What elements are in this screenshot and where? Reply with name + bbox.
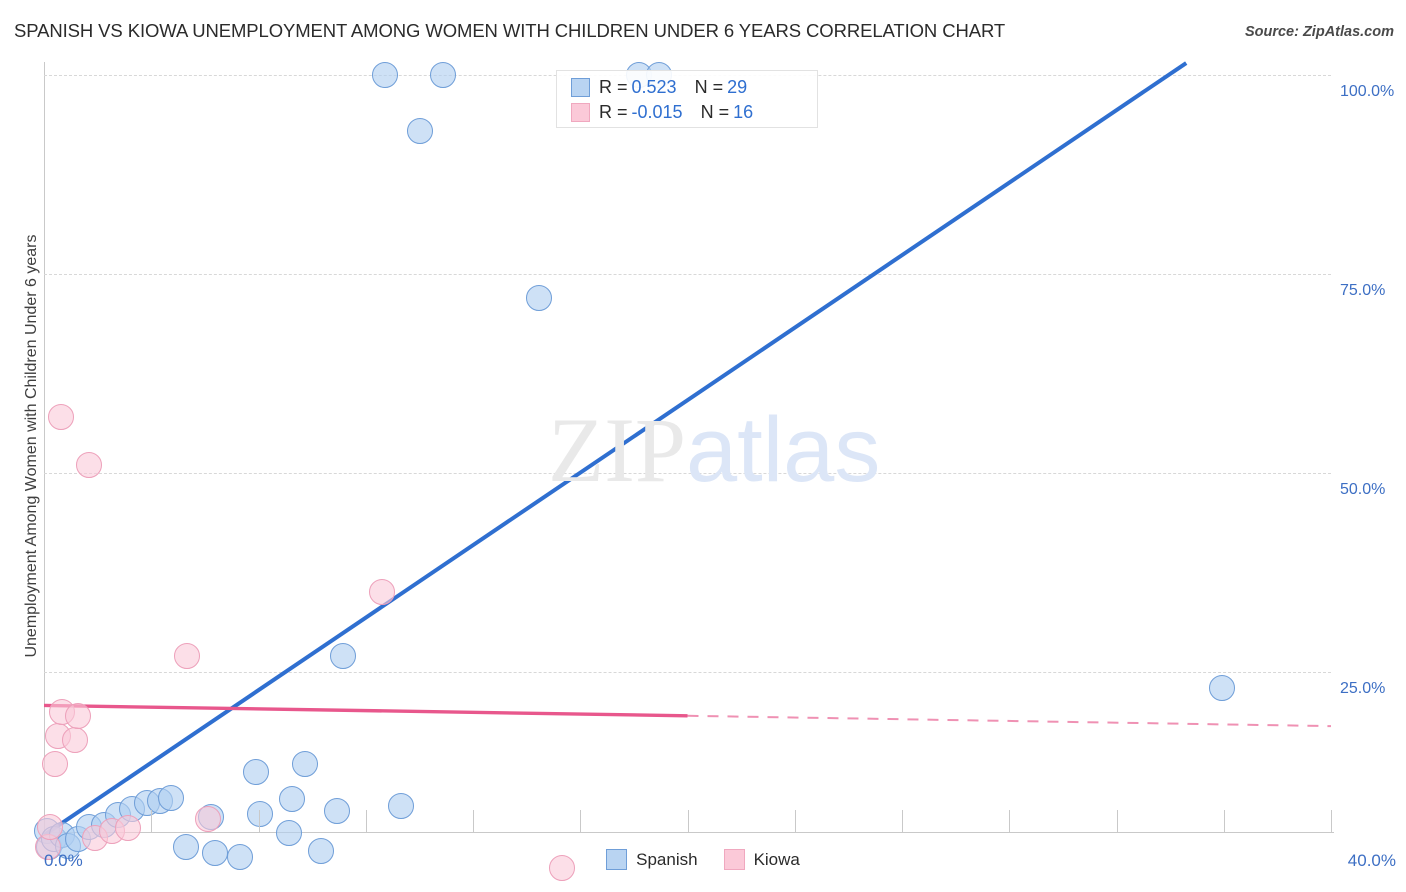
n-label: N = bbox=[694, 77, 724, 97]
x-axis-line bbox=[44, 832, 1334, 833]
data-point-spanish bbox=[227, 843, 254, 870]
n-label: N = bbox=[700, 102, 730, 122]
x-axis-tick bbox=[1331, 810, 1332, 832]
data-point-spanish bbox=[291, 750, 318, 777]
x-axis-tick bbox=[580, 810, 582, 832]
legend-color-spanish-icon bbox=[606, 849, 628, 870]
x-axis-tick bbox=[151, 810, 153, 832]
x-axis-tick bbox=[1223, 810, 1225, 832]
legend-label: Kiowa bbox=[753, 849, 800, 869]
x-axis-tick bbox=[473, 810, 474, 832]
data-point-spanish bbox=[407, 117, 434, 144]
n-value: 16 bbox=[733, 102, 754, 122]
legend-swatch-kiowa-icon bbox=[571, 103, 590, 122]
data-point-spanish bbox=[246, 800, 273, 827]
x-axis-tick bbox=[1116, 810, 1118, 832]
correlation-stats-legend: R = 0.523 N = 29 R = -0.015 N = 16 bbox=[556, 70, 818, 128]
data-point-spanish bbox=[388, 792, 415, 819]
data-point-kiowa bbox=[42, 750, 69, 777]
legend-label: Spanish bbox=[636, 849, 698, 869]
data-point-spanish bbox=[158, 784, 185, 811]
trendline-kiowa-dashed bbox=[687, 714, 1332, 728]
data-point-kiowa bbox=[368, 579, 395, 606]
y-axis-tick-label: 75.0% bbox=[1340, 282, 1386, 299]
trendline-kiowa-solid bbox=[43, 703, 688, 718]
y-axis-tick-label: 25.0% bbox=[1340, 680, 1386, 697]
legend-color-kiowa-icon bbox=[723, 849, 745, 870]
x-axis-tick bbox=[1009, 810, 1011, 832]
legend-item-spanish[interactable]: Spanish bbox=[606, 849, 698, 870]
y-axis-tick-label: 100.0% bbox=[1340, 83, 1395, 100]
data-point-spanish bbox=[275, 819, 302, 846]
legend-item-kiowa[interactable]: Kiowa bbox=[723, 849, 800, 870]
x-axis-tick bbox=[902, 810, 903, 832]
data-point-kiowa bbox=[37, 814, 64, 841]
n-value: 29 bbox=[727, 77, 748, 97]
r-label: R = bbox=[599, 77, 628, 97]
gridline bbox=[44, 672, 1331, 673]
data-point-spanish bbox=[323, 797, 350, 824]
x-axis-min-label: 0.0% bbox=[44, 851, 83, 870]
y-axis-tick-label: 50.0% bbox=[1340, 481, 1386, 498]
data-point-kiowa bbox=[174, 643, 201, 670]
stats-row-spanish: R = 0.523 N = 29 bbox=[571, 75, 817, 100]
r-value: -0.015 bbox=[631, 102, 683, 122]
data-point-spanish bbox=[172, 834, 199, 861]
data-point-kiowa bbox=[549, 854, 576, 881]
gridline bbox=[44, 274, 1331, 275]
data-point-spanish bbox=[278, 786, 305, 813]
trend-lines bbox=[42, 61, 1332, 837]
data-point-spanish bbox=[243, 758, 270, 785]
legend-swatch-spanish-icon bbox=[571, 78, 590, 97]
data-point-spanish bbox=[307, 838, 334, 865]
data-point-kiowa bbox=[64, 702, 91, 729]
r-label: R = bbox=[599, 102, 628, 122]
y-axis-line bbox=[44, 62, 45, 832]
data-point-kiowa bbox=[61, 726, 88, 753]
page-title: SPANISH VS KIOWA UNEMPLOYMENT AMONG WOME… bbox=[14, 20, 1006, 41]
y-axis-title: Unemployment Among Women with Children U… bbox=[23, 234, 40, 658]
series-legend: Spanish Kiowa bbox=[0, 849, 1406, 870]
x-axis-tick bbox=[365, 810, 367, 832]
gridline bbox=[44, 473, 1331, 474]
stats-row-kiowa: R = -0.015 N = 16 bbox=[571, 100, 817, 125]
plot-area bbox=[34, 61, 1332, 881]
source-attribution: Source: ZipAtlas.com bbox=[1244, 24, 1394, 40]
data-point-spanish bbox=[526, 284, 553, 311]
trendline-spanish bbox=[42, 61, 1188, 837]
x-axis-tick bbox=[687, 810, 689, 832]
data-point-kiowa bbox=[76, 452, 103, 479]
data-point-spanish bbox=[429, 62, 456, 88]
x-axis-tick bbox=[794, 810, 796, 832]
data-point-kiowa bbox=[47, 404, 74, 431]
data-point-kiowa bbox=[114, 815, 141, 842]
x-axis-tick bbox=[258, 810, 260, 832]
data-point-spanish bbox=[372, 62, 399, 88]
data-point-spanish bbox=[1208, 674, 1235, 701]
data-point-spanish bbox=[201, 840, 228, 867]
x-axis-max-label: 40.0% bbox=[1347, 851, 1396, 870]
r-value: 0.523 bbox=[631, 77, 677, 97]
data-point-kiowa bbox=[195, 806, 222, 833]
data-point-spanish bbox=[330, 643, 357, 670]
